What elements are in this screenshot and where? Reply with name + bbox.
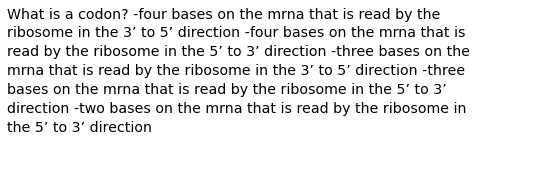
Text: What is a codon? -four bases on the mrna that is read by the
ribosome in the 3’ : What is a codon? -four bases on the mrna…: [7, 8, 470, 135]
